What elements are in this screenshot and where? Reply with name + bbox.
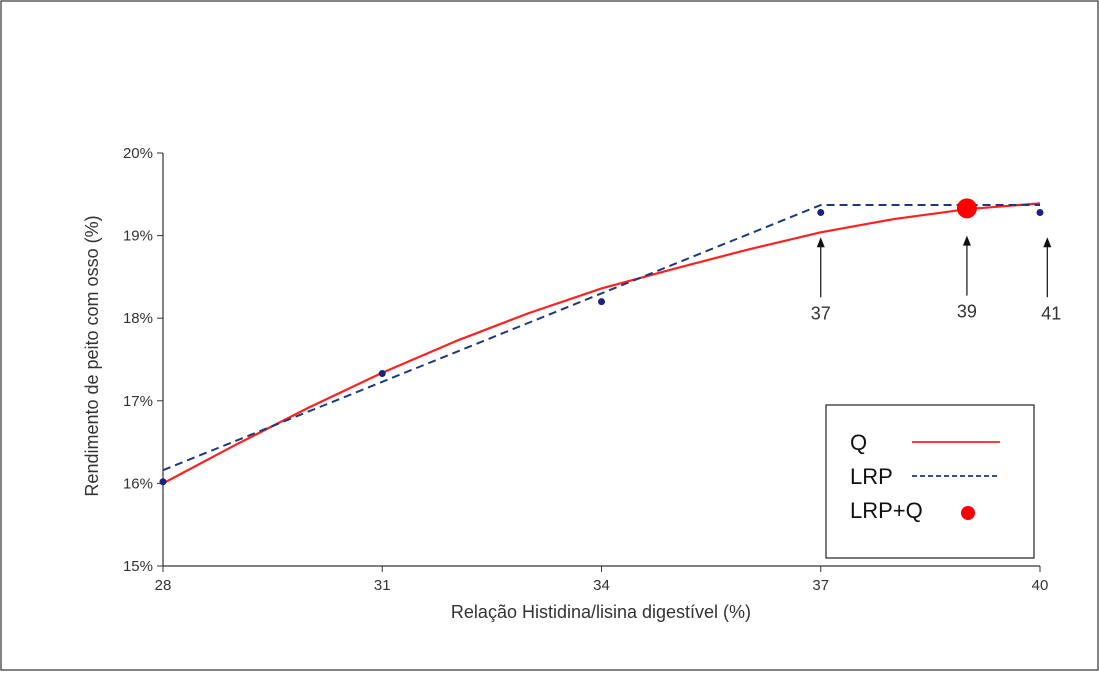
legend-label-q: Q — [850, 430, 867, 455]
observed-point — [598, 298, 605, 306]
x-tick-label: 28 — [155, 577, 172, 594]
observed-point — [159, 478, 167, 486]
observed-point — [1036, 208, 1044, 216]
annotation-label: 39 — [957, 302, 977, 322]
observed-point — [817, 208, 825, 216]
annotation-arrow-head — [962, 235, 971, 246]
x-tick-label: 40 — [1032, 577, 1049, 594]
annotation-label: 41 — [1041, 303, 1061, 323]
annotations: 37 39 41 — [811, 235, 1061, 323]
y-axis-label: Rendimento de peito com osso (%) — [82, 215, 102, 496]
series-line-lrp — [162, 204, 1040, 472]
observed-points — [159, 198, 1044, 486]
series-layer — [162, 202, 1041, 485]
y-tick-label: 19% — [123, 228, 153, 245]
legend-label-lrp-q: LRP+Q — [850, 498, 923, 523]
x-tick-label: 34 — [593, 577, 610, 594]
x-tick-label: 31 — [374, 577, 391, 594]
y-tick-label: 18% — [123, 310, 153, 327]
annotation-arrow-head — [816, 237, 825, 248]
legend-box — [825, 404, 1035, 559]
annotation-arrow-head — [1043, 237, 1052, 248]
optimum-point-lrp-q — [956, 198, 977, 219]
observed-point — [378, 370, 386, 378]
tick-labels: 15% 16% 17% 18% 19% 20% 28 31 34 37 40 — [123, 145, 1048, 594]
series-line-q — [162, 202, 1041, 485]
x-tick-label: 37 — [812, 577, 829, 594]
y-tick-label: 16% — [123, 475, 153, 492]
y-tick-label: 20% — [123, 145, 153, 162]
legend: Q LRP LRP+Q — [825, 404, 1035, 559]
legend-label-lrp: LRP — [850, 464, 893, 489]
axes — [157, 152, 1041, 572]
x-axis-label: Relação Histidina/lisina digestível (%) — [451, 602, 751, 622]
y-tick-label: 17% — [123, 393, 153, 410]
legend-marker-lrp-q — [961, 506, 975, 520]
annotation-label: 37 — [811, 303, 831, 323]
y-tick-label: 15% — [123, 558, 153, 575]
